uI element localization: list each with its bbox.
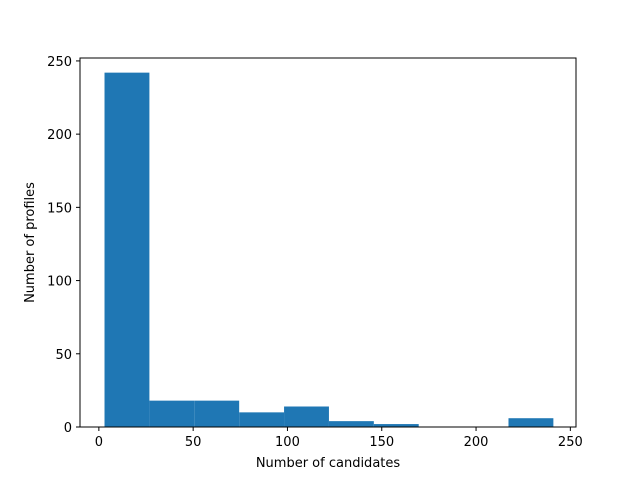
y-axis-title: Number of profiles	[23, 182, 38, 303]
histogram-bar-0	[104, 72, 150, 428]
x-axis: 0 50 100 150 200 250	[95, 427, 583, 450]
x-tick-label: 150	[369, 435, 394, 450]
histogram-bar-4	[284, 406, 329, 427]
histogram-bar-5	[328, 421, 374, 427]
y-tick-label: 200	[47, 128, 72, 143]
y-tick-label: 100	[47, 275, 72, 290]
x-tick-label: 200	[464, 435, 489, 450]
plot-area-frame	[79, 57, 577, 428]
x-tick-label: 100	[275, 435, 300, 450]
histogram-bar-9	[508, 418, 554, 427]
y-tick-label: 150	[47, 201, 72, 216]
x-tick-label: 50	[185, 435, 202, 450]
histogram-bar-6	[373, 424, 419, 427]
histogram-bar-1	[149, 400, 195, 427]
x-tick-label: 0	[95, 435, 103, 450]
histogram-bar-3	[239, 412, 285, 427]
y-tick-label: 50	[55, 348, 72, 363]
bars-layer	[104, 72, 554, 428]
histogram-bar-2	[194, 400, 240, 427]
y-axis: 0 50 100 150 200 250	[47, 55, 80, 436]
y-tick-label: 250	[47, 55, 72, 70]
y-tick-label: 0	[64, 421, 72, 436]
x-axis-title: Number of candidates	[256, 456, 401, 471]
x-tick-label: 250	[558, 435, 583, 450]
